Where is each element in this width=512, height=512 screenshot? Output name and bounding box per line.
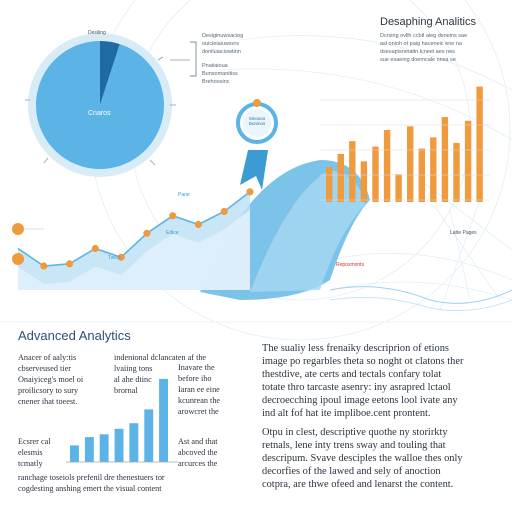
pie-note-line: doniluiaciowtinn	[202, 49, 241, 55]
pie-note-line: ouicieiaiuwsvrs	[202, 41, 239, 47]
pie-slice	[100, 41, 120, 105]
lower-chart-label: Reposmonts	[336, 262, 365, 268]
line-chart-area-light	[18, 209, 250, 290]
orange-bar	[430, 137, 437, 202]
orange-bar-grid	[320, 99, 490, 201]
header-line: dsesapisnmatin lcneel aes nes	[380, 49, 455, 55]
pie-note-line: Brehoosinc	[202, 79, 230, 85]
award-badge	[236, 99, 278, 190]
blue-bar	[84, 437, 94, 462]
orange-bar	[360, 161, 368, 202]
map-label: Latte Pages	[450, 230, 477, 236]
hill-label-low: Twice	[108, 255, 121, 261]
orange-bar	[476, 86, 483, 202]
pie-chart	[25, 33, 176, 177]
left-col2: indenional dclancaten af the lvaiing ton…	[114, 353, 207, 395]
pie-top-label: Desiling	[88, 30, 106, 36]
hill-label-peak: Pane	[178, 192, 190, 198]
header-title: Desaphing Analitics	[380, 16, 477, 28]
line-point	[117, 253, 125, 261]
orange-bar	[372, 146, 379, 202]
header-line: asl onioh ot paig haceneic ene na	[380, 41, 462, 47]
blue-bar	[70, 445, 79, 462]
badge-label: Sinosoo Duninos	[248, 116, 266, 126]
orange-bar	[464, 120, 472, 202]
pie-ticks	[25, 56, 176, 166]
line-point	[194, 220, 202, 229]
right-para1: The sualiy less frenaiky descriprion of …	[262, 343, 464, 419]
wave-line	[329, 286, 512, 304]
line-point	[169, 212, 177, 220]
line-point	[91, 244, 99, 253]
side-markers	[12, 223, 44, 265]
pie-note-bracket	[190, 41, 197, 77]
orange-bar	[453, 142, 460, 202]
line-point	[66, 260, 74, 268]
header-line: sue esaeing doemcale nnsa se	[380, 57, 456, 63]
left-bottom: ranchage toseiols prefenil dre thenestue…	[18, 473, 165, 493]
right-para2: Otpu in clest, descriptive quothe ny sto…	[262, 427, 463, 490]
left-col1: Anacer of aaly:tis cbserveused tier Onai…	[18, 353, 84, 406]
blue-bar	[99, 434, 109, 462]
pie-center-label: Cnaros	[88, 110, 111, 117]
section-title: Advanced Analytics	[18, 328, 131, 343]
left-col4: Ecsrer cal elesmis tcmatly	[18, 437, 51, 468]
orange-bar	[349, 141, 356, 202]
left-col3: Inavare the before iho Iaran ee eine kcu…	[178, 363, 221, 416]
orange-bar	[441, 117, 449, 202]
orange-bar-chart	[326, 86, 483, 202]
pie-note-line: Desiginuwsaciog	[202, 33, 244, 39]
header-line: Dcrsing ovllh ccbtl aleg dsneins sae	[380, 33, 468, 39]
orange-bar	[383, 130, 391, 202]
line-point	[246, 188, 254, 196]
hill-label-mid: Edice	[166, 230, 179, 236]
pie-slice	[36, 41, 164, 170]
header-lines: Dcrsing ovllh ccbtl aleg dsneins sae asl…	[380, 32, 467, 64]
blue-hill-highlight	[250, 170, 365, 292]
line-series	[17, 191, 251, 267]
blue-bar	[129, 423, 139, 462]
wave-line-2	[329, 296, 512, 312]
line-point	[40, 262, 48, 270]
line-point	[143, 229, 151, 237]
blue-bar	[114, 428, 124, 462]
pie-note-line: Bunsomanitiss	[202, 71, 238, 77]
blue-bar	[144, 409, 154, 462]
blue-bar	[159, 378, 168, 462]
line-chart	[17, 188, 254, 270]
orange-bar	[326, 166, 333, 202]
pie-note: Desiginuwsaciog ouicieiaiuwsvrs doniluia…	[202, 32, 243, 86]
blue-bar-chart	[70, 378, 168, 462]
pie-note-line: Pnaiiaioua	[202, 63, 228, 69]
orange-bar	[337, 154, 344, 202]
orange-bar	[407, 126, 414, 202]
orange-bar	[395, 174, 402, 202]
left-col5: Ast and that abcoved the arcurces the	[178, 437, 218, 468]
line-point	[220, 207, 228, 216]
